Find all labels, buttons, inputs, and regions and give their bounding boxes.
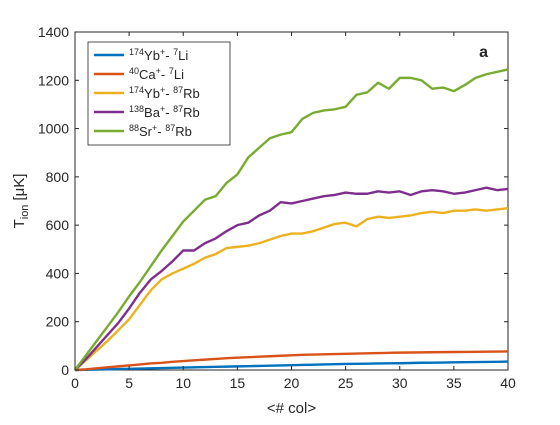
- legend-label-5: 88Sr+- 87Rb: [129, 123, 192, 139]
- x-tick-label: 40: [500, 375, 516, 391]
- legend-label-2: 40Ca+- 7Li: [129, 66, 184, 82]
- series-layer: [74, 68, 509, 372]
- y-axis-label-subscript: ion: [19, 205, 31, 220]
- y-axis-label: Tion [μK]: [11, 174, 31, 229]
- panel-label: a: [479, 44, 488, 61]
- series-line-2: [74, 350, 509, 372]
- y-tick-label: 1000: [38, 121, 69, 137]
- x-tick-label: 0: [71, 375, 79, 391]
- y-tick-label: 600: [46, 217, 70, 233]
- y-axis-label-main: T: [11, 219, 28, 228]
- series-line-4: [74, 186, 509, 371]
- legend-label-1: 174Yb+- 7Li: [129, 47, 188, 63]
- x-tick-label: 5: [125, 375, 133, 391]
- y-tick-label: 1400: [38, 24, 69, 40]
- legend-label-4: 138Ba+- 87Rb: [129, 104, 200, 120]
- y-tick-label: 400: [46, 265, 70, 281]
- y-tick-label: 0: [61, 362, 69, 378]
- y-tick-label: 200: [46, 314, 70, 330]
- x-tick-label: 35: [446, 375, 462, 391]
- series-line-3: [74, 207, 509, 371]
- series-line-1: [74, 360, 509, 372]
- legend-label-3: 174Yb+- 87Rb: [129, 85, 200, 101]
- tick-layer: 0 5 10 15 20 25 30 35 40020040060080010001200140…: [38, 24, 516, 391]
- series-line-5: [74, 68, 509, 371]
- y-axis-label-unit: [μK]: [11, 174, 28, 201]
- x-tick-label: 25: [338, 375, 354, 391]
- x-axis-label: <# col>: [267, 400, 316, 417]
- legend: 174Yb+- 7Li 40Ca+- 7Li 174Yb+- 87Rb 138Ba+-…: [87, 41, 231, 146]
- x-tick-label: 20: [284, 375, 300, 391]
- x-tick-label: 30: [392, 375, 408, 391]
- y-tick-label: 1200: [38, 72, 69, 88]
- x-tick-label: 10: [175, 375, 191, 391]
- y-tick-label: 800: [46, 169, 70, 185]
- x-tick-label: 15: [230, 375, 246, 391]
